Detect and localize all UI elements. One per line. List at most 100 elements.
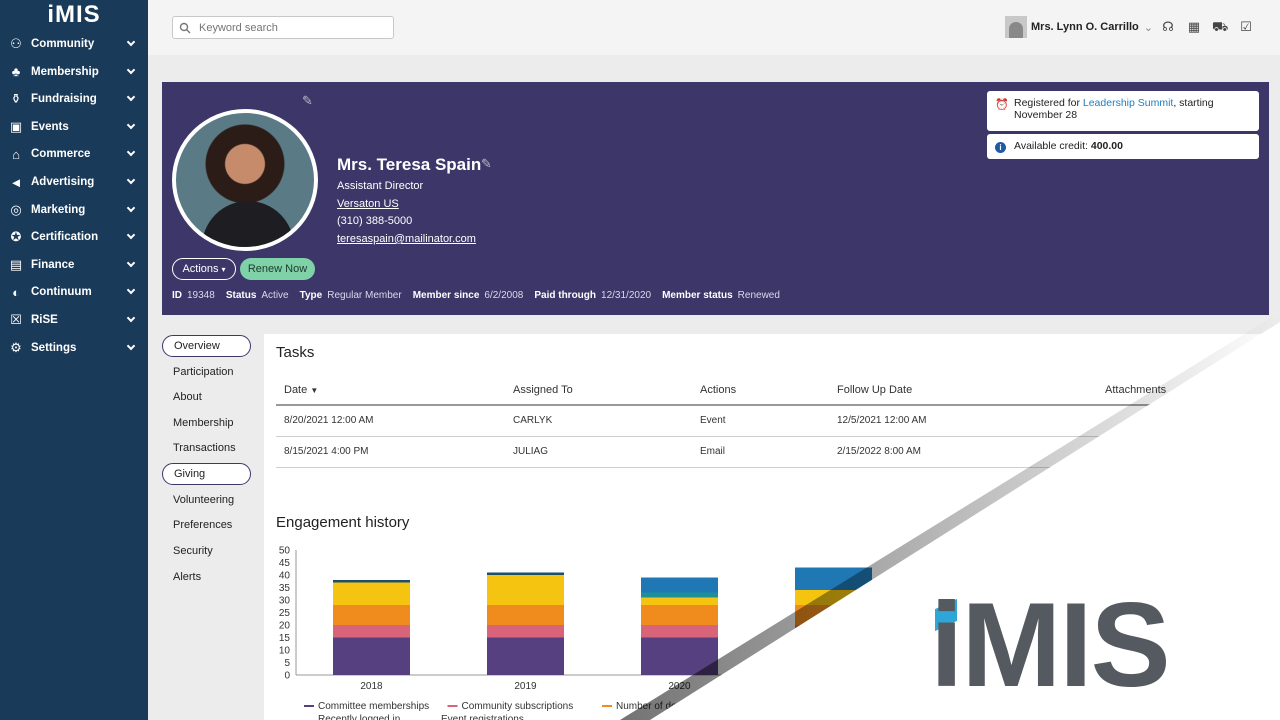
checklist-icon[interactable]: ☑ bbox=[1240, 19, 1252, 34]
profile-name: Mrs. Teresa Spain bbox=[337, 155, 482, 174]
bar-segment bbox=[333, 625, 410, 638]
task-date: 8/15/2021 4:00 PM bbox=[284, 446, 369, 457]
task-assigned: JULIAG bbox=[513, 446, 549, 457]
y-tick-label: 0 bbox=[284, 671, 290, 682]
top-bar: Mrs. Lynn O. Carrillo ⌄ ☊ ▦ ⛟ ☑ bbox=[148, 0, 1280, 55]
sidebar-item-settings[interactable]: ⚙ Settings bbox=[0, 335, 148, 361]
cart-icon[interactable]: ⛟ bbox=[1212, 19, 1229, 34]
bar-segment bbox=[333, 580, 410, 583]
renew-now-button[interactable]: Renew Now bbox=[240, 258, 315, 280]
y-tick-label: 40 bbox=[279, 571, 291, 582]
left-nav-participation[interactable]: Participation bbox=[173, 366, 234, 378]
fundraising-icon: ⚱ bbox=[10, 91, 22, 107]
sidebar-item-label: RiSE bbox=[31, 314, 58, 326]
bar-segment bbox=[487, 637, 564, 675]
imis-logo: iMIS bbox=[930, 578, 1171, 712]
profile-email-link[interactable]: teresaspain@mailinator.com bbox=[337, 233, 476, 245]
calendar-icon[interactable]: ▦ bbox=[1187, 19, 1201, 34]
sidebar-item-commerce[interactable]: ⌂ Commerce bbox=[0, 141, 148, 167]
sort-desc-icon: ▼ bbox=[310, 386, 319, 395]
left-nav-giving[interactable]: Giving bbox=[162, 463, 251, 485]
membership-icon: ♣ bbox=[11, 64, 21, 80]
actions-button[interactable]: Actions ▾ bbox=[172, 258, 236, 280]
sidebar-item-label: Certification bbox=[31, 231, 99, 244]
globe-icon: ◐ bbox=[12, 284, 20, 300]
finance-icon: ▤ bbox=[9, 256, 23, 272]
user-name: Mrs. Lynn O. Carrillo bbox=[1031, 21, 1139, 33]
engagement-heading: Engagement history bbox=[276, 514, 410, 531]
bar-segment bbox=[641, 577, 718, 593]
headset-icon[interactable]: ☊ bbox=[1162, 19, 1174, 34]
col-date[interactable]: Date ▼ bbox=[284, 384, 319, 396]
left-nav-preferences[interactable]: Preferences bbox=[173, 519, 233, 531]
rise-icon: ☒ bbox=[10, 312, 22, 327]
bar-segment bbox=[333, 605, 410, 625]
left-nav-volunteering[interactable]: Volunteering bbox=[173, 494, 235, 506]
left-nav-about[interactable]: About bbox=[173, 391, 202, 403]
user-menu[interactable]: Mrs. Lynn O. Carrillo ⌄ bbox=[1005, 16, 1153, 38]
chevron-down-icon bbox=[126, 230, 136, 240]
chevron-down-icon bbox=[126, 65, 136, 74]
sidebar-item-advertising[interactable]: ◄ Advertising bbox=[0, 169, 148, 195]
sidebar-item-finance[interactable]: ▤ Finance bbox=[0, 252, 148, 278]
bar-segment bbox=[487, 625, 564, 638]
calendar-icon: ▣ bbox=[9, 118, 23, 134]
bar-segment bbox=[641, 605, 718, 625]
profile-header: ✎ Mrs. Teresa Spain ✎ Assistant Director… bbox=[162, 82, 1269, 315]
chevron-down-icon bbox=[126, 313, 136, 323]
sidebar-item-events[interactable]: ▣ Events bbox=[0, 114, 148, 140]
sidebar-item-membership[interactable]: ♣ Membership bbox=[0, 59, 148, 85]
event-link[interactable]: Leadership Summit bbox=[1082, 97, 1174, 109]
sidebar-item-community[interactable]: ⚇ Community bbox=[0, 31, 148, 57]
community-icon: ⚇ bbox=[10, 36, 22, 51]
col-follow-up-date[interactable]: Follow Up Date bbox=[837, 384, 913, 396]
task-assigned: CARLYK bbox=[513, 415, 553, 426]
left-nav-security[interactable]: Security bbox=[173, 545, 213, 557]
col-assigned-to[interactable]: Assigned To bbox=[513, 384, 573, 396]
bar-segment bbox=[333, 637, 410, 675]
left-nav-overview[interactable]: Overview bbox=[162, 335, 251, 357]
sidebar-item-certification[interactable]: ✪ Certification bbox=[0, 224, 148, 250]
chevron-down-icon bbox=[126, 120, 136, 130]
col-actions[interactable]: Actions bbox=[700, 384, 737, 396]
edit-photo-pencil-icon[interactable]: ✎ bbox=[302, 93, 313, 108]
x-tick-label: 2019 bbox=[514, 681, 537, 692]
left-nav-alerts[interactable]: Alerts bbox=[173, 571, 202, 583]
bar-segment bbox=[795, 590, 872, 605]
megaphone-icon: ◄ bbox=[9, 174, 23, 190]
sidebar-logo[interactable]: iMIS bbox=[47, 1, 101, 28]
bar-segment bbox=[641, 625, 718, 638]
chevron-down-icon bbox=[126, 286, 136, 295]
profile-title: Assistant Director bbox=[337, 180, 424, 192]
sidebar-item-fundraising[interactable]: ⚱ Fundraising bbox=[0, 86, 148, 112]
profile-company-link[interactable]: Versaton US bbox=[337, 198, 399, 210]
x-tick-label: 2018 bbox=[360, 681, 383, 692]
legend-label: Community subscriptions bbox=[462, 701, 574, 712]
sidebar-item-continuum[interactable]: ◐ Continuum bbox=[0, 279, 148, 305]
y-tick-label: 20 bbox=[279, 621, 291, 632]
badge-icon: ✪ bbox=[10, 229, 22, 245]
credit-card: i Available credit: 400.00 bbox=[987, 134, 1259, 159]
bar-segment bbox=[641, 597, 718, 605]
sidebar-item-marketing[interactable]: ◎ Marketing bbox=[0, 197, 148, 223]
chevron-down-icon bbox=[126, 203, 136, 212]
left-nav-transactions[interactable]: Transactions bbox=[173, 442, 236, 454]
edit-name-pencil-icon[interactable]: ✎ bbox=[481, 156, 492, 171]
avatar bbox=[1005, 16, 1027, 38]
left-nav-membership[interactable]: Membership bbox=[173, 417, 234, 429]
chevron-down-icon bbox=[126, 175, 136, 185]
task-followup: 2/15/2022 8:00 AM bbox=[837, 446, 921, 457]
chevron-down-icon bbox=[126, 148, 136, 157]
sidebar-item-label: Settings bbox=[31, 341, 77, 354]
col-attachments[interactable]: Attachments bbox=[1105, 384, 1167, 396]
sidebar-item-rise[interactable]: ☒ RiSE bbox=[0, 307, 148, 333]
search-box[interactable] bbox=[172, 16, 394, 39]
search-input[interactable] bbox=[199, 21, 379, 34]
y-tick-label: 25 bbox=[279, 608, 291, 619]
bar-segment bbox=[795, 637, 872, 675]
tasks-heading: Tasks bbox=[276, 344, 315, 361]
chevron-down-icon bbox=[126, 341, 136, 350]
y-tick-label: 45 bbox=[279, 558, 291, 569]
sidebar-item-label: Marketing bbox=[31, 203, 86, 216]
chevron-down-icon bbox=[126, 92, 136, 102]
